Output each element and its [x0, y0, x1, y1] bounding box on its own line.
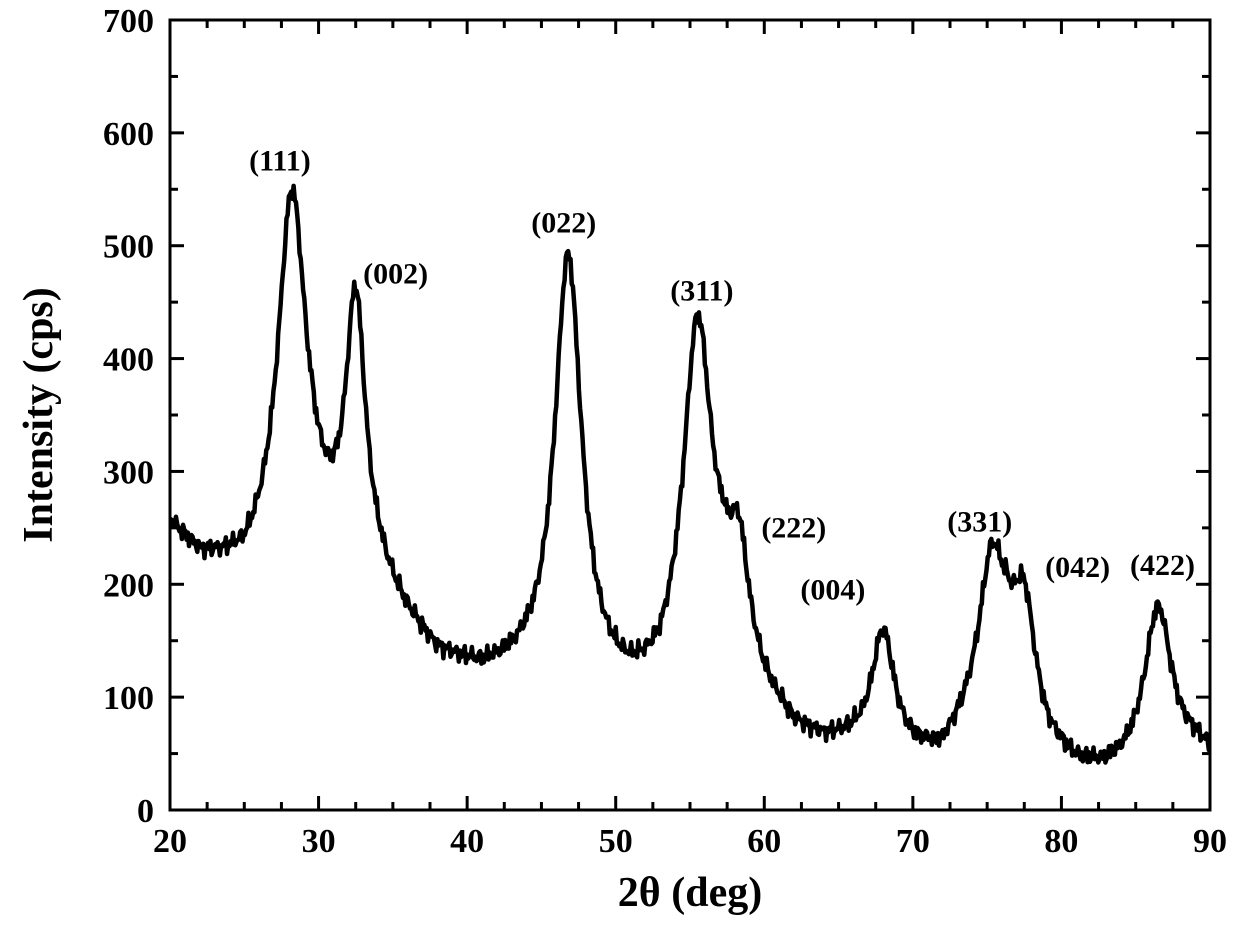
x-tick-label: 70: [896, 823, 930, 860]
x-tick-label: 40: [450, 823, 484, 860]
peak-label: (111): [249, 145, 311, 178]
y-tick-label: 300: [103, 454, 154, 491]
peak-label: (422): [1130, 549, 1195, 582]
peak-label: (042): [1045, 551, 1110, 584]
peak-label: (222): [761, 511, 826, 544]
peak-label: (004): [800, 573, 865, 606]
xrd-chart-container: 20 30 40 50 60 70 80 90 0 100 200 300 400 500 600 700 2θ…: [0, 0, 1240, 928]
y-tick-label: 200: [103, 567, 154, 604]
x-tick-label: 50: [599, 823, 633, 860]
peak-label: (331): [947, 506, 1012, 539]
xrd-chart-svg: 20 30 40 50 60 70 80 90 0 100 200 300 400 500 600 700 2θ…: [0, 0, 1240, 928]
x-tick-label: 80: [1044, 823, 1078, 860]
peak-label: (311): [670, 274, 733, 307]
y-axis-label: Intensity (cps): [16, 287, 62, 543]
y-tick-label: 500: [103, 229, 154, 266]
y-tick-label: 100: [103, 680, 154, 717]
y-tick-label: 600: [103, 116, 154, 153]
y-tick-label: 700: [103, 3, 154, 40]
x-tick-label: 30: [302, 823, 336, 860]
peak-label: (022): [531, 207, 596, 240]
peak-label: (002): [363, 257, 428, 290]
x-tick-label: 20: [153, 823, 187, 860]
y-tick-label: 0: [137, 793, 154, 830]
x-axis-label: 2θ (deg): [618, 870, 762, 916]
x-tick-label: 60: [747, 823, 781, 860]
x-tick-label: 90: [1193, 823, 1227, 860]
xrd-trace: [170, 186, 1210, 763]
y-tick-label: 400: [103, 342, 154, 379]
